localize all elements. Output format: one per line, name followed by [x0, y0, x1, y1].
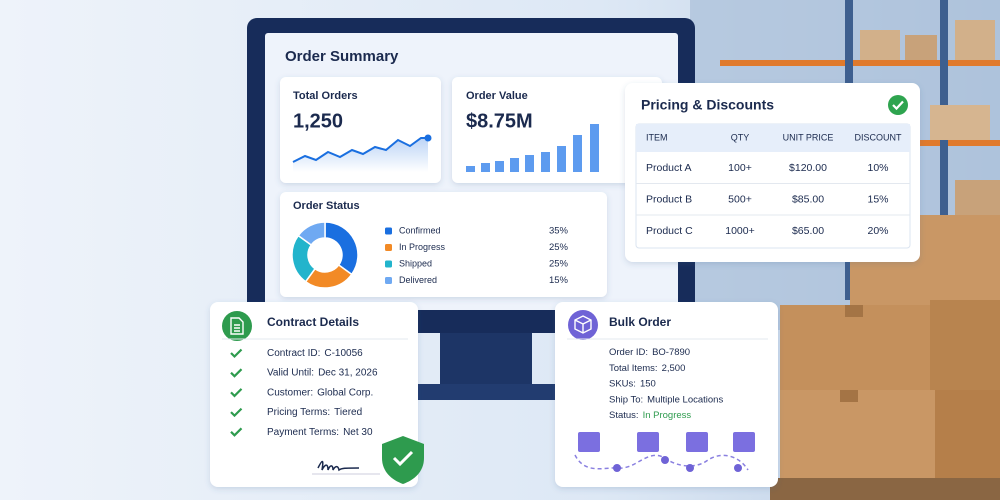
- check-badge: [888, 95, 908, 115]
- check: [230, 348, 243, 359]
- bulk-fields: Order ID: BO-7890 Total Items: 2,500 SKUs: 15…: [609, 347, 723, 421]
- field-label: Total Items:: [609, 362, 658, 373]
- field: Valid Until: Dec 31, 2026: [267, 367, 378, 378]
- card: [555, 302, 778, 487]
- kpi-value: 1,250: [293, 110, 343, 132]
- donut-segment: [324, 221, 359, 276]
- cell: 20%: [867, 225, 888, 237]
- legend: Confirmed 35% In Progress 25% Shipped 25% Deli…: [385, 225, 569, 286]
- legend-label: Shipped: [399, 258, 432, 268]
- column-header: ITEM: [646, 132, 668, 142]
- field-label: Order ID:: [609, 347, 648, 358]
- table-body: ITEM QTY UNIT PRICE DISCOUNT Product A 100+ $1…: [636, 132, 910, 237]
- field-label: Valid Until:: [267, 367, 314, 378]
- legend-label: Delivered: [399, 275, 437, 285]
- field-label: Pricing Terms:: [267, 407, 330, 418]
- field-value: BO-7890: [652, 347, 690, 358]
- field-value: Global Corp.: [317, 387, 373, 398]
- mini-bars: [466, 124, 599, 172]
- field: Contract ID: C-10056: [267, 348, 363, 359]
- bulk-title: Bulk Order: [609, 315, 671, 329]
- status-title: Order Status: [293, 200, 360, 212]
- field: Payment Terms: Net 30: [267, 426, 373, 437]
- cell: 500+: [728, 193, 752, 205]
- legend-value: 15%: [549, 275, 569, 286]
- field-value: Dec 31, 2026: [318, 367, 378, 378]
- sparkline: [292, 137, 428, 163]
- table-header: [636, 124, 910, 152]
- check: [230, 368, 243, 378]
- cell: 15%: [867, 193, 888, 205]
- contract-title: Contract Details: [267, 315, 359, 329]
- legend-value: 35%: [549, 226, 569, 237]
- cell: $85.00: [792, 193, 824, 205]
- check: [230, 388, 243, 398]
- field: Pricing Terms: Tiered: [267, 407, 362, 418]
- field-value: In Progress: [643, 410, 692, 421]
- doc-icon: [222, 311, 252, 341]
- column-header: DISCOUNT: [855, 132, 903, 142]
- legend-label: In Progress: [399, 242, 446, 252]
- cell: Product B: [646, 193, 692, 205]
- sparkline-area: [293, 138, 428, 172]
- cell: 100+: [728, 162, 752, 174]
- field: Status: In Progress: [609, 410, 691, 421]
- contract-fields: Contract ID: C-10056 Valid Until: Dec 31, 2…: [230, 348, 378, 437]
- cell: 1000+: [725, 225, 755, 237]
- cubes: [578, 432, 755, 452]
- pricing-title: Pricing & Discounts: [641, 97, 774, 113]
- field-value: Tiered: [334, 407, 362, 418]
- sparkline-dot: [424, 134, 432, 142]
- doc-glyph: [230, 317, 244, 335]
- field-value: C-10056: [324, 348, 363, 359]
- field-value: 150: [640, 378, 656, 389]
- field-label: Payment Terms:: [267, 426, 339, 437]
- legend-value: 25%: [549, 242, 569, 253]
- legend-swatch: [385, 227, 392, 235]
- kpi-label: Total Orders: [293, 90, 358, 102]
- check: [892, 100, 904, 111]
- donut: [291, 221, 359, 289]
- box-glyph: [574, 315, 592, 334]
- field-label: Status:: [609, 410, 639, 421]
- field-value: Net 30: [343, 426, 373, 437]
- cell: $120.00: [789, 162, 827, 174]
- signature: [317, 460, 360, 472]
- field-label: Contract ID:: [267, 348, 320, 359]
- shield-check: [392, 450, 414, 467]
- card: [452, 77, 662, 183]
- pins: [613, 456, 742, 472]
- cell: 10%: [867, 162, 888, 174]
- field-label: Customer:: [267, 387, 313, 398]
- check: [230, 427, 243, 437]
- legend-swatch: [385, 260, 392, 268]
- cell: Product C: [646, 225, 693, 237]
- field-label: Ship To:: [609, 394, 643, 405]
- check: [230, 407, 243, 418]
- legend-value: 25%: [549, 259, 569, 270]
- field: SKUs: 150: [609, 378, 656, 389]
- field-label: SKUs:: [609, 378, 636, 389]
- field-value: 2,500: [662, 362, 686, 373]
- kpi-label: Order Value: [466, 90, 528, 102]
- field: Ship To: Multiple Locations: [609, 394, 723, 405]
- legend-label: Confirmed: [399, 225, 441, 235]
- kpi-value: $8.75M: [466, 110, 533, 132]
- field: Customer: Global Corp.: [267, 387, 373, 398]
- legend-swatch: [385, 244, 392, 251]
- field: Total Items: 2,500: [609, 362, 685, 373]
- field: Order ID: BO-7890: [609, 347, 690, 358]
- summary-title: Order Summary: [285, 48, 399, 65]
- card: [280, 192, 607, 297]
- cell: Product A: [646, 162, 692, 174]
- legend-swatch: [385, 277, 392, 284]
- card: [210, 302, 418, 487]
- column-header: UNIT PRICE: [783, 132, 834, 142]
- column-header: QTY: [731, 132, 750, 142]
- field-value: Multiple Locations: [647, 394, 723, 405]
- cell: $65.00: [792, 225, 824, 237]
- donut-segment: [297, 221, 326, 247]
